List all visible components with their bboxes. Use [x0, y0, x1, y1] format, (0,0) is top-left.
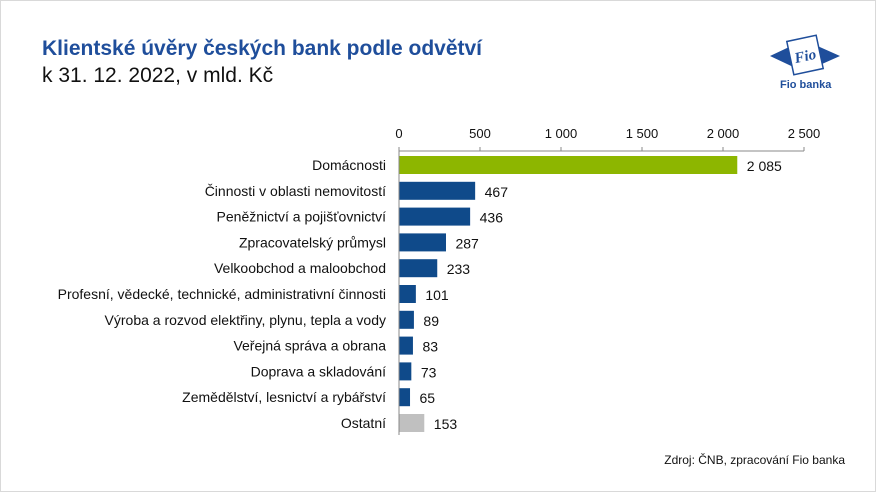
fio-logo-icon: Fio — [770, 34, 840, 76]
bar — [399, 156, 738, 174]
logo-mark-text: Fio — [792, 47, 818, 67]
data-label: 89 — [423, 313, 439, 329]
bar — [399, 414, 425, 432]
bar — [399, 207, 471, 226]
category-label: Peněžnictví a pojišťovnictví — [217, 209, 387, 225]
bar — [399, 336, 413, 355]
category-label: Činnosti v oblasti nemovitostí — [205, 183, 386, 199]
x-tick-label: 2 500 — [788, 126, 821, 141]
category-label: Veřejná správa a obrana — [233, 338, 386, 354]
category-label: Velkoobchod a maloobchod — [214, 260, 386, 276]
data-label: 436 — [480, 210, 504, 226]
logo-label: Fio banka — [780, 79, 832, 91]
bar — [399, 181, 476, 200]
x-tick-label: 1 500 — [626, 126, 659, 141]
bar — [399, 233, 446, 252]
data-label: 65 — [420, 390, 436, 406]
bar — [399, 285, 416, 303]
bar — [399, 259, 438, 278]
data-label: 101 — [425, 287, 449, 303]
data-label: 467 — [485, 184, 509, 200]
data-label: 287 — [455, 235, 479, 251]
data-label: 83 — [422, 339, 438, 355]
bar — [399, 388, 411, 407]
category-label: Zpracovatelský průmysl — [239, 234, 386, 250]
category-label: Ostatní — [341, 415, 386, 431]
category-label: Doprava a skladování — [251, 363, 387, 379]
category-label: Domácnosti — [312, 157, 386, 173]
bar — [399, 362, 412, 381]
source-note: Zdroj: ČNB, zpracování Fio banka — [664, 453, 845, 467]
category-label: Zemědělství, lesnictví a rybářství — [182, 389, 386, 405]
data-label: 73 — [421, 364, 437, 380]
chart-subtitle: k 31. 12. 2022, v mld. Kč — [42, 64, 274, 87]
x-tick-label: 2 000 — [707, 126, 740, 141]
bar — [399, 310, 414, 329]
category-label: Výroba a rozvod elektřiny, plynu, tepla … — [105, 312, 386, 328]
data-label: 2 085 — [747, 158, 782, 174]
data-label: 153 — [434, 416, 458, 432]
category-label: Profesní, vědecké, technické, administra… — [58, 286, 386, 302]
chart-title: Klientské úvěry českých bank podle odvět… — [42, 37, 483, 60]
x-tick-label: 500 — [469, 126, 491, 141]
data-label: 233 — [447, 261, 471, 277]
x-tick-label: 1 000 — [545, 126, 578, 141]
x-tick-label: 0 — [395, 126, 402, 141]
